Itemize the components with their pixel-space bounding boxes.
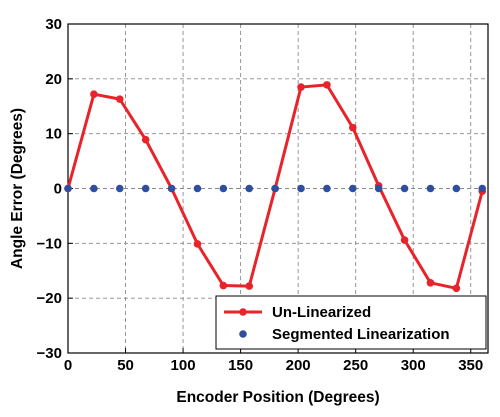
point-un-linearized	[452, 284, 461, 293]
legend-swatch-segmented-linearization-marker	[239, 330, 247, 338]
series-layer	[64, 81, 487, 293]
x-tick-label: 100	[171, 357, 196, 374]
point-segmented-linearization	[219, 184, 228, 193]
x-axis-title: Encoder Position (Degrees)	[176, 389, 379, 406]
y-tick-label: 20	[45, 71, 62, 88]
y-tick-label: 10	[45, 126, 62, 143]
point-un-linearized	[90, 90, 98, 98]
point-segmented-linearization	[478, 184, 487, 193]
point-segmented-linearization	[323, 184, 331, 193]
point-segmented-linearization	[64, 184, 72, 193]
legend-swatch-un-linearized-marker	[239, 308, 247, 316]
x-tick-label: 50	[117, 357, 134, 374]
y-tick-label: −20	[37, 290, 62, 307]
point-un-linearized	[323, 81, 331, 89]
point-segmented-linearization	[374, 184, 383, 193]
legend-label-segmented-linearization: Segmented Linearization	[272, 326, 450, 343]
legend-box	[215, 295, 487, 350]
point-segmented-linearization	[426, 184, 435, 193]
y-axis-title: Angle Error (Degrees)	[9, 108, 26, 269]
point-un-linearized	[219, 281, 228, 290]
point-segmented-linearization	[141, 184, 150, 193]
y-axis-ticks: −30 −20 −10 0 10 20 30	[37, 16, 73, 362]
point-un-linearized	[141, 135, 150, 144]
point-segmented-linearization	[245, 184, 254, 193]
point-un-linearized	[245, 282, 254, 290]
point-segmented-linearization	[348, 184, 357, 193]
point-un-linearized	[400, 236, 409, 244]
y-tick-label: −10	[37, 235, 62, 252]
y-tick-label: −30	[37, 345, 62, 362]
legend: Un-Linearized Segmented Linearization	[215, 295, 487, 350]
y-tick-label: 0	[54, 181, 62, 198]
legend-label-un-linearized: Un-Linearized	[272, 304, 371, 321]
point-segmented-linearization	[400, 184, 409, 193]
x-tick-label: 250	[343, 357, 368, 374]
x-tick-label: 350	[458, 357, 483, 374]
y-tick-label: 30	[45, 16, 62, 33]
point-segmented-linearization	[115, 184, 124, 193]
point-segmented-linearization	[297, 184, 305, 193]
point-segmented-linearization	[193, 184, 202, 193]
point-segmented-linearization	[167, 184, 176, 193]
point-un-linearized	[297, 83, 305, 91]
point-un-linearized	[426, 279, 435, 287]
point-segmented-linearization	[452, 184, 461, 193]
point-un-linearized	[348, 123, 357, 132]
point-segmented-linearization	[271, 184, 279, 193]
x-tick-label: 0	[64, 357, 72, 374]
point-un-linearized	[193, 240, 202, 248]
x-tick-label: 150	[228, 357, 253, 374]
x-axis-ticks: 0 50 100 150 200 250 300 350	[64, 348, 483, 374]
x-tick-label: 300	[401, 357, 426, 374]
point-un-linearized	[115, 95, 124, 103]
x-tick-label: 200	[286, 357, 311, 374]
point-segmented-linearization	[90, 184, 98, 193]
